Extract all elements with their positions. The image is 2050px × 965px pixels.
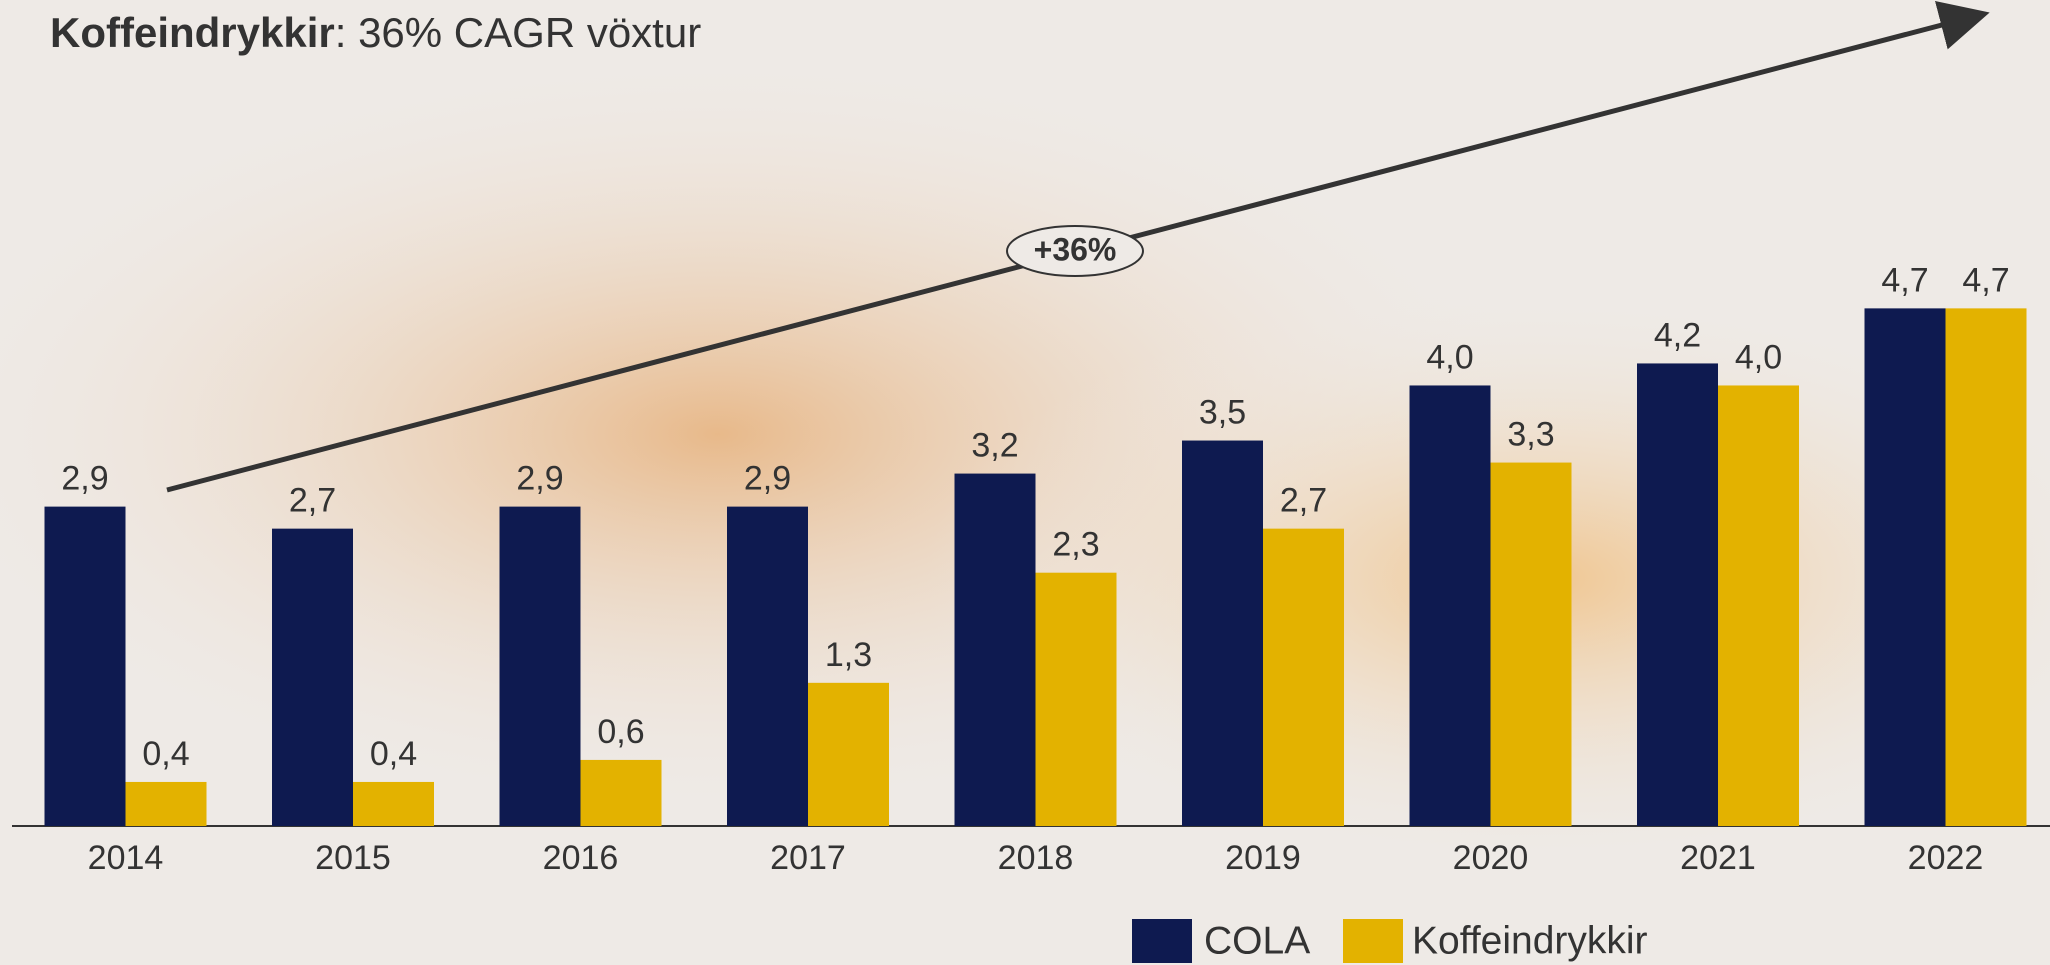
bar xyxy=(126,782,207,826)
value-label: 3,2 xyxy=(971,427,1018,465)
x-tick-label: 2018 xyxy=(998,839,1074,877)
bar xyxy=(1410,385,1491,826)
chart: Koffeindrykkir: 36% CAGR vöxtur +36% 201… xyxy=(0,0,2050,965)
x-tick-label: 2014 xyxy=(88,839,164,877)
legend-swatch xyxy=(1132,919,1192,963)
value-label: 2,9 xyxy=(744,460,791,498)
page: Koffeindrykkir: 36% CAGR vöxtur +36% 201… xyxy=(0,0,2050,965)
value-label: 0,6 xyxy=(597,713,644,751)
title-bold: Koffeindrykkir xyxy=(50,9,335,56)
value-label: 2,3 xyxy=(1052,526,1099,564)
x-tick-label: 2022 xyxy=(1908,839,1984,877)
bar xyxy=(727,507,808,826)
bar xyxy=(1491,463,1572,826)
bar xyxy=(500,507,581,826)
x-tick-label: 2021 xyxy=(1680,839,1756,877)
bar xyxy=(45,507,126,826)
bar xyxy=(1865,308,1946,826)
bar xyxy=(1637,363,1718,826)
chart-title: Koffeindrykkir: 36% CAGR vöxtur xyxy=(50,9,701,56)
value-label: 4,7 xyxy=(1881,261,1928,299)
value-label: 2,7 xyxy=(1280,482,1327,520)
x-tick-label: 2016 xyxy=(543,839,619,877)
value-label: 4,0 xyxy=(1735,338,1782,376)
bar xyxy=(353,782,434,826)
bar xyxy=(1946,308,2027,826)
bar xyxy=(808,683,889,826)
value-label: 4,0 xyxy=(1426,338,1473,376)
x-tick-label: 2020 xyxy=(1453,839,1529,877)
bar xyxy=(1718,385,1799,826)
value-label: 2,7 xyxy=(289,482,336,520)
x-tick-label: 2015 xyxy=(315,839,391,877)
value-label: 0,4 xyxy=(142,735,189,773)
x-tick-label: 2019 xyxy=(1225,839,1301,877)
legend-label: Koffeindrykkir xyxy=(1412,919,1648,962)
value-label: 4,7 xyxy=(1962,261,2009,299)
bar xyxy=(581,760,662,826)
value-label: 0,4 xyxy=(370,735,417,773)
annotation: +36% xyxy=(1034,231,1117,267)
title-rest: : 36% CAGR vöxtur xyxy=(335,9,701,56)
value-label: 2,9 xyxy=(516,460,563,498)
legend-label: COLA xyxy=(1204,919,1310,962)
bar xyxy=(955,474,1036,826)
value-label: 4,2 xyxy=(1654,316,1701,354)
value-label: 3,5 xyxy=(1199,394,1246,432)
bar xyxy=(1036,573,1117,826)
value-label: 3,3 xyxy=(1507,416,1554,454)
bar xyxy=(1263,529,1344,826)
x-tick-label: 2017 xyxy=(770,839,846,877)
legend-swatch xyxy=(1343,919,1403,963)
value-label: 1,3 xyxy=(825,636,872,674)
bar xyxy=(1182,441,1263,826)
value-label: 2,9 xyxy=(61,460,108,498)
bar xyxy=(272,529,353,826)
